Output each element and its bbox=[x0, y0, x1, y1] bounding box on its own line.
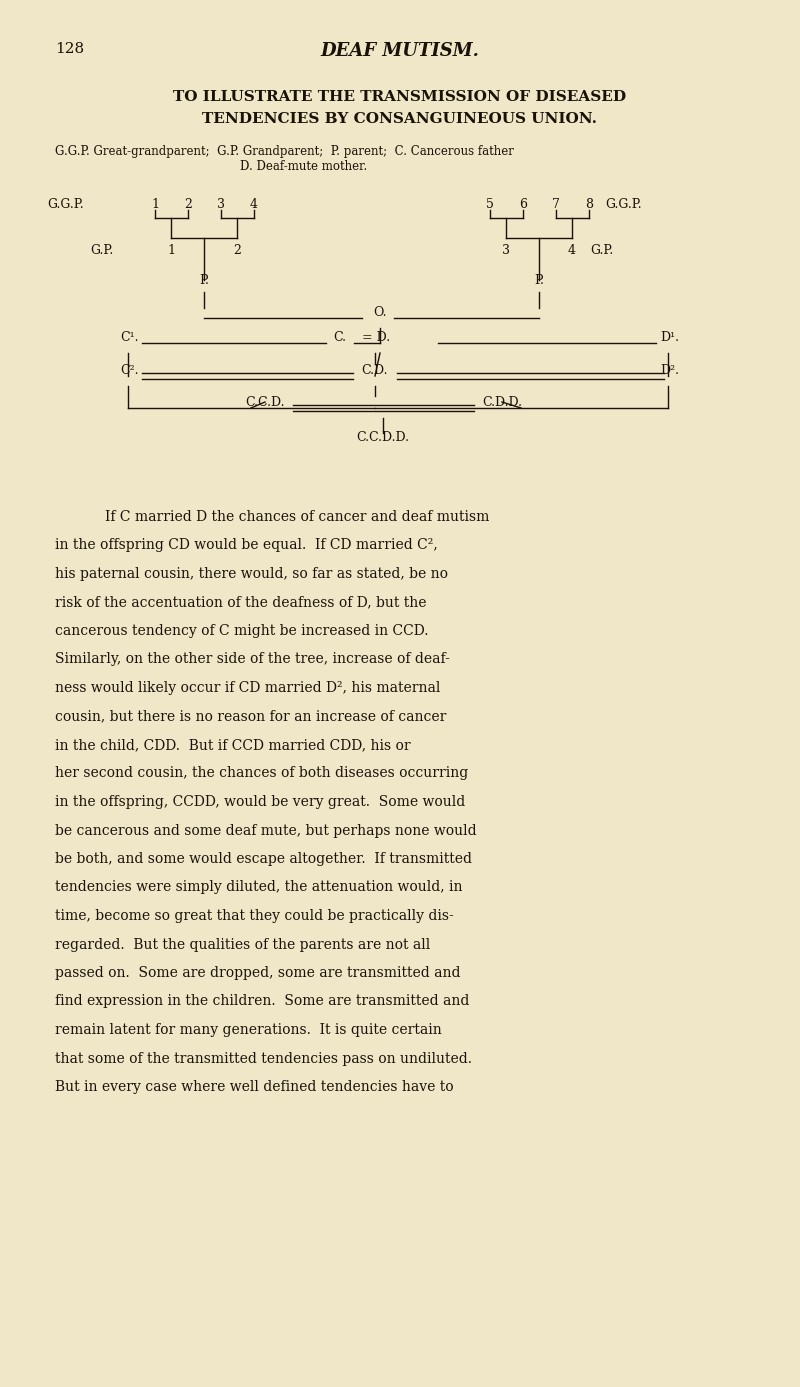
Text: G.P.: G.P. bbox=[90, 244, 114, 257]
Text: time, become so great that they could be practically dis-: time, become so great that they could be… bbox=[55, 908, 454, 922]
Text: regarded.  But the qualities of the parents are not all: regarded. But the qualities of the paren… bbox=[55, 938, 430, 951]
Text: 3: 3 bbox=[502, 244, 510, 257]
Text: = D.: = D. bbox=[362, 331, 390, 344]
Text: TO ILLUSTRATE THE TRANSMISSION OF DISEASED: TO ILLUSTRATE THE TRANSMISSION OF DISEAS… bbox=[174, 90, 626, 104]
Text: 6: 6 bbox=[519, 198, 527, 211]
Text: his paternal cousin, there would, so far as stated, be no: his paternal cousin, there would, so far… bbox=[55, 567, 448, 581]
Text: 1: 1 bbox=[167, 244, 175, 257]
Text: C.C.D.D.: C.C.D.D. bbox=[357, 431, 410, 444]
Text: ness would likely occur if CD married D², his maternal: ness would likely occur if CD married D²… bbox=[55, 681, 440, 695]
Text: 8: 8 bbox=[585, 198, 593, 211]
Text: 1: 1 bbox=[151, 198, 159, 211]
Text: be cancerous and some deaf mute, but perhaps none would: be cancerous and some deaf mute, but per… bbox=[55, 824, 477, 838]
Text: 128: 128 bbox=[55, 42, 84, 55]
Text: DEAF MUTISM.: DEAF MUTISM. bbox=[321, 42, 479, 60]
Text: in the offspring, CCDD, would be very great.  Some would: in the offspring, CCDD, would be very gr… bbox=[55, 795, 466, 809]
Text: 5: 5 bbox=[486, 198, 494, 211]
Text: If C married D the chances of cancer and deaf mutism: If C married D the chances of cancer and… bbox=[105, 510, 490, 524]
Text: in the child, CDD.  But if CCD married CDD, his or: in the child, CDD. But if CCD married CD… bbox=[55, 738, 410, 752]
Text: C.D.D.: C.D.D. bbox=[482, 397, 522, 409]
Text: C².: C². bbox=[120, 363, 138, 377]
Text: her second cousin, the chances of both diseases occurring: her second cousin, the chances of both d… bbox=[55, 767, 468, 781]
Text: find expression in the children.  Some are transmitted and: find expression in the children. Some ar… bbox=[55, 994, 470, 1008]
Text: 4: 4 bbox=[250, 198, 258, 211]
Text: 2: 2 bbox=[233, 244, 241, 257]
Text: cancerous tendency of C might be increased in CCD.: cancerous tendency of C might be increas… bbox=[55, 624, 429, 638]
Text: P.: P. bbox=[534, 275, 544, 287]
Text: G.G.P. Great-grandparent;  G.P. Grandparent;  P. parent;  C. Cancerous father: G.G.P. Great-grandparent; G.P. Grandpare… bbox=[55, 146, 514, 158]
Text: Similarly, on the other side of the tree, increase of deaf-: Similarly, on the other side of the tree… bbox=[55, 652, 450, 667]
Text: cousin, but there is no reason for an increase of cancer: cousin, but there is no reason for an in… bbox=[55, 710, 446, 724]
Text: TENDENCIES BY CONSANGUINEOUS UNION.: TENDENCIES BY CONSANGUINEOUS UNION. bbox=[202, 112, 598, 126]
Text: D¹.: D¹. bbox=[660, 331, 679, 344]
Text: in the offspring CD would be equal.  If CD married C²,: in the offspring CD would be equal. If C… bbox=[55, 538, 438, 552]
Text: be both, and some would escape altogether.  If transmitted: be both, and some would escape altogethe… bbox=[55, 852, 472, 865]
Text: D².: D². bbox=[660, 363, 679, 377]
Text: P.: P. bbox=[199, 275, 209, 287]
Text: O.: O. bbox=[374, 307, 386, 319]
Text: G.G.P.: G.G.P. bbox=[47, 198, 84, 211]
Text: remain latent for many generations.  It is quite certain: remain latent for many generations. It i… bbox=[55, 1024, 442, 1037]
Text: passed on.  Some are dropped, some are transmitted and: passed on. Some are dropped, some are tr… bbox=[55, 965, 461, 981]
Text: 2: 2 bbox=[184, 198, 192, 211]
Text: tendencies were simply diluted, the attenuation would, in: tendencies were simply diluted, the atte… bbox=[55, 881, 462, 895]
Text: D. Deaf-mute mother.: D. Deaf-mute mother. bbox=[240, 160, 367, 173]
Text: C.C.D.: C.C.D. bbox=[246, 397, 285, 409]
Text: G.G.P.: G.G.P. bbox=[605, 198, 642, 211]
Text: 3: 3 bbox=[217, 198, 225, 211]
Text: G.P.: G.P. bbox=[590, 244, 614, 257]
Text: But in every case where well defined tendencies have to: But in every case where well defined ten… bbox=[55, 1080, 454, 1094]
Text: risk of the accentuation of the deafness of D, but the: risk of the accentuation of the deafness… bbox=[55, 595, 426, 609]
Text: 4: 4 bbox=[568, 244, 576, 257]
Text: C.: C. bbox=[334, 331, 346, 344]
Text: C¹.: C¹. bbox=[120, 331, 138, 344]
Text: C.D.: C.D. bbox=[362, 363, 388, 377]
Text: 7: 7 bbox=[552, 198, 560, 211]
Text: that some of the transmitted tendencies pass on undiluted.: that some of the transmitted tendencies … bbox=[55, 1051, 472, 1065]
